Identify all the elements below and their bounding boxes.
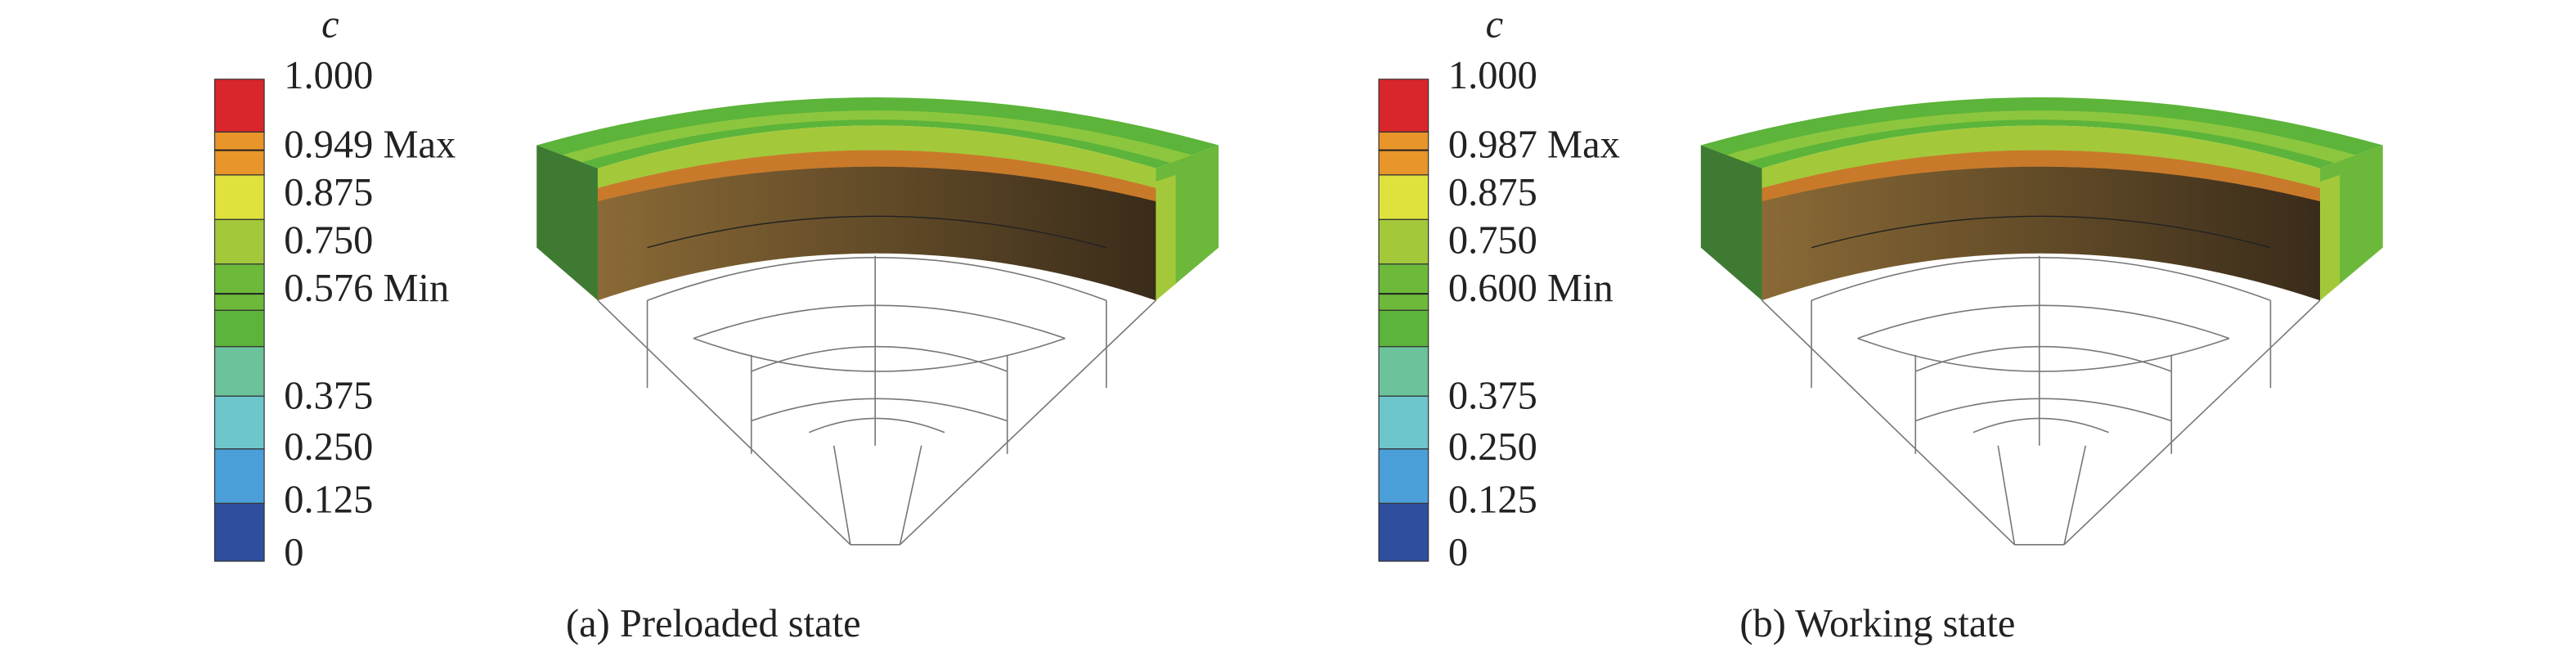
top-outer <box>1700 97 2383 169</box>
legend-label: 0.750 <box>284 219 373 263</box>
wireframe-edge <box>1915 398 2172 422</box>
legend-label: 0.125 <box>284 479 373 522</box>
legend-label: 0 <box>284 531 303 574</box>
wireframe-edge <box>1972 417 2109 434</box>
top-edge <box>1761 150 2321 202</box>
top-inner <box>597 125 1156 196</box>
legend-band <box>1378 174 1429 220</box>
legend-label: 0.375 <box>1448 374 1537 417</box>
end-right-strip <box>2320 174 2340 301</box>
legend-title: c <box>1486 2 1504 46</box>
wireframe-edge <box>1811 257 2271 301</box>
wireframe-edge <box>2063 445 2087 546</box>
legend-label: 1.000 <box>1448 54 1537 97</box>
legend-label: 0.750 <box>1448 219 1537 263</box>
wireframe-edge <box>1761 299 2016 546</box>
wireframe-edge <box>647 257 1107 301</box>
inner-face <box>1761 164 2321 301</box>
legend-label: 0.600 Min <box>1448 267 1613 310</box>
legend-band <box>1378 346 1429 397</box>
wireframe-edge <box>693 304 1066 339</box>
wireframe-edge <box>1857 304 2230 339</box>
legend-label: 0.576 Min <box>284 267 449 310</box>
legend-band <box>1378 309 1429 348</box>
legend-label: 0.949 Max <box>284 124 456 167</box>
wireframe-edge <box>899 299 1157 546</box>
legend-band <box>213 174 265 220</box>
legend-band <box>213 346 265 397</box>
wireframe-edge <box>1857 337 2230 372</box>
legend-band <box>1378 448 1429 505</box>
top-edge <box>597 150 1156 202</box>
wireframe-edge <box>597 299 851 546</box>
legend-label: 0.375 <box>284 374 373 417</box>
legend-band <box>1378 218 1429 265</box>
legend-band <box>213 395 265 450</box>
legend-band <box>213 218 265 265</box>
wireframe-edge <box>1997 445 2016 545</box>
legend-label: 0.875 <box>284 171 373 214</box>
wireframe-edge <box>899 445 922 546</box>
caption: (a) Preloaded state <box>566 602 861 645</box>
legend-band <box>1378 79 1429 133</box>
legend-band <box>1378 502 1429 562</box>
legend-band <box>213 448 265 505</box>
end-right-strip <box>1156 174 1176 301</box>
legend-label: 0.987 Max <box>1448 124 1620 167</box>
legend-label: 0.250 <box>284 425 373 469</box>
legend-label: 0.875 <box>1448 171 1537 214</box>
wireframe-edge <box>2063 299 2321 546</box>
legend-band <box>213 131 265 176</box>
legend-band <box>1378 263 1429 311</box>
inner-edge <box>647 215 1107 249</box>
legend-band <box>213 502 265 562</box>
legend-band <box>213 309 265 348</box>
inner-face <box>597 164 1156 301</box>
wireframe-edge <box>751 398 1008 422</box>
legend-title: c <box>321 2 339 46</box>
top-inner <box>1761 125 2321 196</box>
wireframe-edge <box>693 337 1066 372</box>
legend-label: 0 <box>1448 531 1468 574</box>
legend-band <box>213 263 265 311</box>
legend-label: 1.000 <box>284 54 373 97</box>
wireframe-edge <box>809 417 945 434</box>
top-mid <box>1726 110 2357 164</box>
legend-label: 0.250 <box>1448 425 1537 469</box>
caption: (b) Working state <box>1739 602 2015 645</box>
wireframe-edge <box>751 345 1008 372</box>
legend-band <box>1378 395 1429 450</box>
wireframe-edge <box>832 445 851 545</box>
legend-band <box>213 79 265 133</box>
legend-band <box>1378 131 1429 176</box>
legend-label: 0.125 <box>1448 479 1537 522</box>
top-outer <box>536 97 1219 169</box>
end-left <box>536 145 598 301</box>
top-mid <box>561 110 1192 164</box>
inner-edge <box>1811 215 2271 249</box>
wireframe-edge <box>1915 345 2172 372</box>
end-left <box>1700 145 1762 301</box>
